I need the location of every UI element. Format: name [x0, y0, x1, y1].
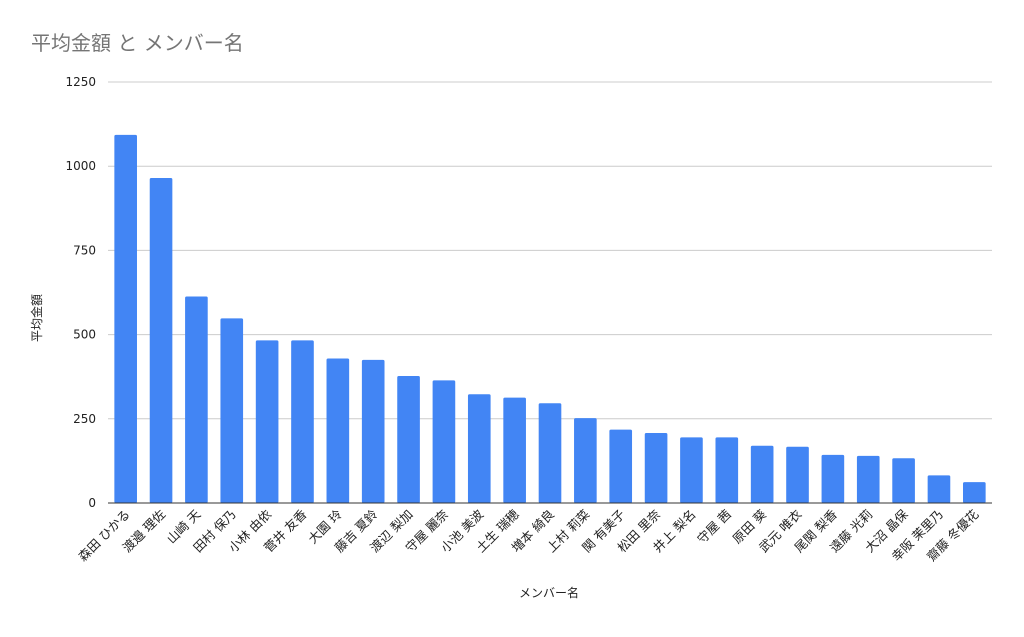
y-tick-label: 1250 — [65, 75, 96, 89]
bar — [361, 359, 385, 503]
bar — [927, 475, 951, 503]
bar — [114, 134, 137, 503]
bar — [503, 397, 526, 503]
bar — [397, 376, 420, 503]
y-tick-label: 0 — [88, 496, 96, 510]
bar — [467, 394, 491, 503]
bar — [538, 403, 562, 503]
bar — [432, 380, 456, 503]
y-tick-label: 500 — [73, 328, 96, 342]
bar — [220, 318, 244, 503]
bar — [149, 177, 173, 503]
bar — [750, 445, 774, 503]
x-category-label: 森田 ひかる — [75, 507, 133, 565]
bar — [856, 455, 880, 503]
bar — [644, 432, 668, 503]
bar — [609, 429, 633, 503]
bar — [574, 418, 597, 503]
bar — [255, 340, 279, 503]
bar — [680, 437, 703, 503]
bar — [786, 446, 809, 503]
bar — [291, 340, 314, 503]
bar — [821, 454, 845, 503]
bar — [715, 437, 739, 503]
y-axis-label: 平均金額 — [29, 294, 44, 342]
bar — [892, 458, 915, 503]
bars — [114, 134, 986, 503]
x-axis-label: メンバー名 — [519, 585, 579, 600]
gridlines — [108, 81, 992, 420]
chart-title: 平均金額 と メンバー名 — [31, 31, 244, 55]
y-axis-ticks: 0 250 500 750 1000 1250 — [65, 75, 96, 510]
y-tick-label: 750 — [73, 243, 96, 257]
y-tick-label: 250 — [73, 412, 96, 426]
bar — [185, 296, 208, 503]
bar — [963, 482, 986, 503]
x-category-label: 守屋 茜 — [694, 507, 734, 547]
bar — [326, 358, 350, 503]
y-tick-label: 1000 — [65, 159, 96, 173]
